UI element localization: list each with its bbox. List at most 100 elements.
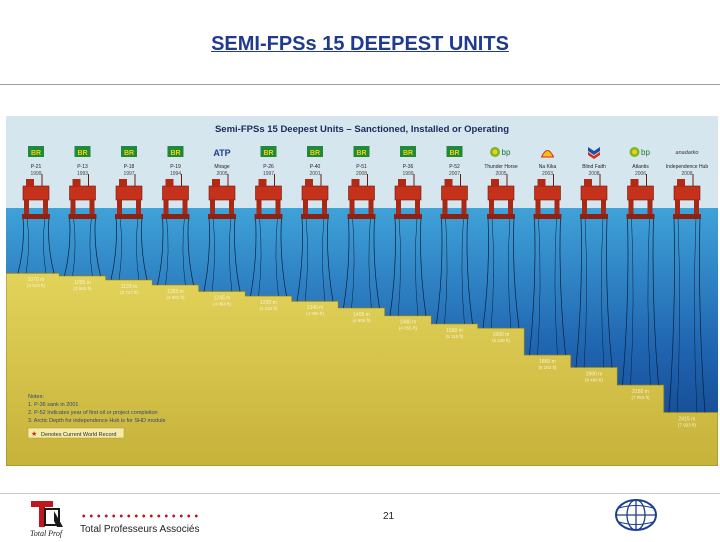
mooring-line: [699, 216, 706, 413]
platform-unit: [440, 174, 469, 219]
seabed: [6, 272, 718, 466]
company-logo-BR-icon: BR: [121, 146, 137, 157]
mooring-line: [72, 216, 76, 276]
association-name: Total Professeurs Associés: [80, 524, 200, 535]
note-line: 3. Arctic Depth for independence Hub is …: [28, 418, 166, 424]
svg-text:BR: BR: [356, 150, 366, 157]
mooring-lines: [17, 216, 706, 413]
unit-name: P-18: [124, 164, 135, 170]
depth-label-ft: (3 510 ft): [27, 283, 46, 288]
mooring-line: [296, 216, 303, 302]
company-logo-BR-icon: BR: [167, 146, 184, 157]
depth-label-ft: (4 855 ft): [399, 326, 418, 331]
depth-label-ft: (5 118 ft): [446, 334, 464, 339]
mooring-line: [25, 216, 29, 274]
mooring-line: [652, 216, 659, 385]
unit-name: Blind Faith: [582, 164, 606, 170]
mooring-line: [48, 216, 55, 274]
unit-year: 1997: [123, 171, 134, 177]
company-logo-BR-icon: BR: [353, 146, 370, 157]
mooring-line: [444, 216, 448, 324]
depth-label: 1070 m: [28, 277, 45, 283]
unit-name: P-51: [356, 164, 367, 170]
platform-unit: [347, 174, 376, 219]
mooring-line: [94, 216, 101, 276]
mooring-line: [211, 216, 215, 292]
mooring-line: [258, 216, 262, 297]
mooring-line: [118, 216, 122, 280]
mooring-line: [351, 216, 355, 308]
depth-label-ft: (3 592 ft): [73, 286, 92, 291]
mooring-line: [668, 216, 675, 413]
unit-year: 2005: [216, 171, 227, 177]
slide-title: SEMI-FPSs 15 DEEPEST UNITS: [211, 33, 509, 55]
mooring-line: [389, 216, 396, 316]
company-logo-bp-icon: bp: [490, 147, 511, 157]
mooring-line: [559, 216, 566, 356]
mooring-line: [182, 216, 186, 285]
platform-unit: [673, 174, 701, 219]
unit-name: Thunder Horse: [484, 164, 518, 170]
mooring-line: [275, 216, 279, 297]
mooring-line: [420, 216, 427, 316]
mooring-line: [461, 216, 465, 324]
mooring-line: [694, 216, 698, 413]
unit-name: Independence Hub: [666, 164, 708, 170]
depth-label-ft: (7 923 ft): [678, 422, 697, 427]
depth-label-ft: (3 717 ft): [120, 290, 139, 295]
notes-block: Notes: 1. P-36 sank in 2001 2. P-52 Indi…: [27, 394, 166, 439]
platform-unit: [208, 174, 236, 219]
depth-label-ft: (4 084 ft): [213, 301, 232, 306]
depth-label: 1600 m: [493, 332, 510, 338]
mooring-line: [630, 216, 634, 385]
unit-year: 1999: [402, 171, 413, 177]
depth-label-ft: (6 102 ft): [538, 365, 557, 370]
deepwater-poster: BR P-21 1999 BR P-13 1993 BR P-18 1997 BR P-19 1994…: [6, 116, 718, 466]
mooring-line: [234, 216, 241, 292]
unit-header-row: BRP-211999BRP-131993BRP-181997BRP-191994…: [28, 146, 708, 177]
unit-name: P-26: [263, 164, 274, 170]
mooring-line: [583, 216, 587, 368]
depth-label: 1405 m: [353, 312, 370, 318]
unit-name: P-21: [31, 164, 42, 170]
mooring-line: [110, 216, 117, 280]
mooring-line: [157, 216, 164, 286]
mooring-line: [554, 216, 558, 355]
mooring-line: [165, 216, 169, 285]
svg-text:BR: BR: [263, 150, 273, 157]
tpa-logo-icon: [31, 501, 63, 527]
mooring-line: [513, 216, 520, 329]
mooring-line: [415, 216, 419, 316]
svg-text:BR: BR: [124, 150, 134, 157]
mooring-line: [136, 216, 140, 280]
mooring-line: [203, 216, 210, 292]
depth-label: 1340 m: [307, 305, 324, 311]
footer-divider: [0, 493, 720, 494]
depth-label: 1980 m: [586, 371, 603, 377]
unit-name: P-36: [403, 164, 414, 170]
unit-year: 2008: [588, 171, 599, 177]
platform-unit: [580, 174, 608, 219]
svg-text:BR: BR: [310, 150, 320, 157]
tpa-logo: [30, 497, 68, 537]
unit-year: 2003: [542, 171, 553, 177]
mooring-line: [537, 216, 541, 355]
unit-name: Na Kika: [539, 164, 557, 170]
poster-title: Semi-FPSs 15 Deepest Units – Sanctioned,…: [215, 124, 509, 135]
mooring-line: [373, 216, 380, 308]
unit-year: 1997: [263, 171, 274, 177]
depth-label: 1183 m: [167, 289, 183, 295]
mooring-line: [436, 216, 443, 324]
svg-text:bp: bp: [502, 148, 511, 157]
platform-unit: [68, 174, 97, 219]
tpa-logo-caption: Total Prof: [30, 529, 63, 538]
company-logo-shell-icon: [540, 150, 555, 158]
mooring-line: [343, 216, 350, 308]
mooring-line: [187, 216, 194, 286]
company-logo-ATP-icon: ATP: [213, 148, 230, 158]
mooring-line: [280, 216, 287, 297]
platform-unit: [301, 174, 329, 219]
mooring-line: [397, 216, 401, 316]
mooring-line: [322, 216, 326, 302]
svg-text:BR: BR: [31, 150, 41, 157]
